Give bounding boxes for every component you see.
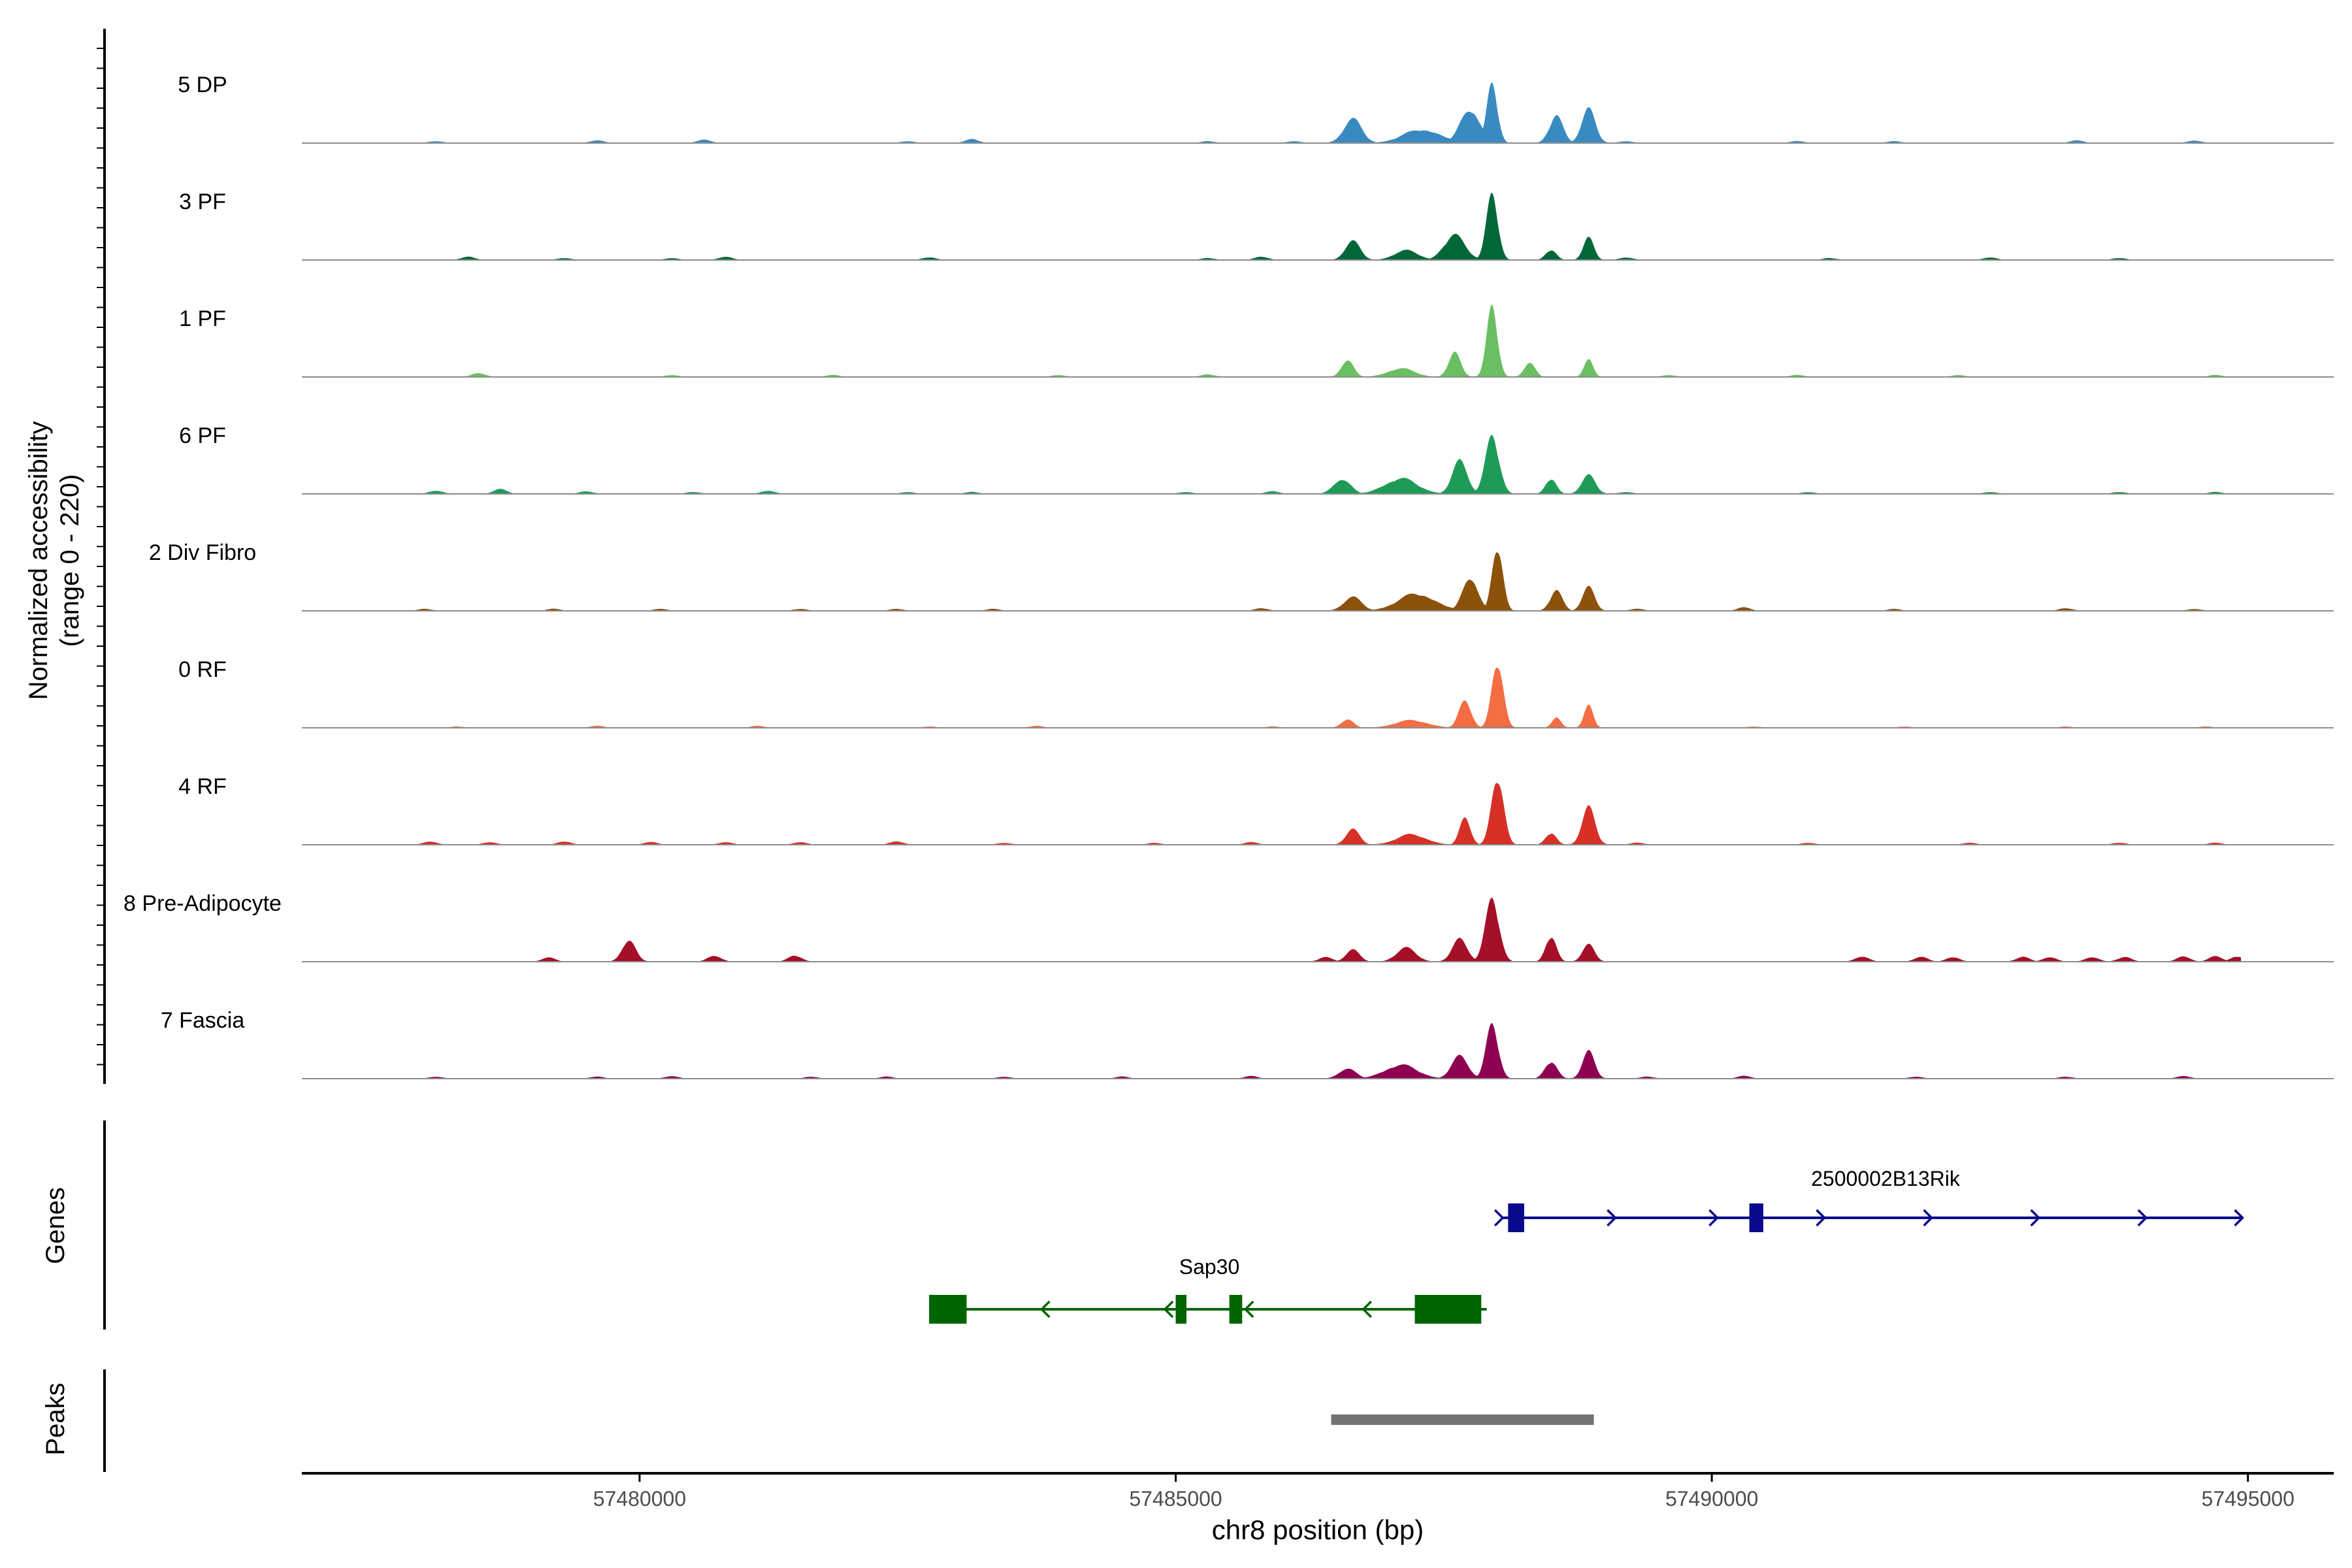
track-label: 4 RF [178,774,227,799]
strand-arrow [2137,1209,2148,1227]
strand-arrow [1163,1300,1174,1318]
strand-arrow [1243,1300,1254,1318]
strand-arrow [2030,1209,2041,1227]
track-0-rf: 0 RF [178,657,2334,728]
x-axis-label: chr8 position (bp) [1212,1514,1424,1545]
track-1-pf: 1 PF [179,304,2334,378]
genes-panel-label: Genes [41,1187,70,1264]
track-5-dp: 5 DP [178,73,2334,144]
peak-region [1331,1414,1594,1425]
track-area [302,898,2241,962]
exon [1749,1203,1763,1232]
x-tick-label: 57490000 [1665,1487,1758,1511]
exon [929,1295,967,1324]
track-8-pre-adipocyte: 8 Pre-Adipocyte [123,891,2334,962]
x-tick-label: 57480000 [593,1487,686,1511]
exon [1508,1203,1524,1232]
track-area [302,552,2241,611]
track-3-pf: 3 PF [179,189,2334,261]
track-label: 6 PF [179,423,226,448]
track-area [302,667,2241,728]
y-axis-label-line2: (range 0 - 220) [56,474,84,647]
gene-2500002b13rik: 2500002B13Rik [1494,1167,2244,1232]
gene-sap30: Sap30 [929,1255,1487,1324]
track-label: 7 Fascia [161,1008,245,1033]
track-label: 2 Div Fibro [149,540,256,565]
track-area [302,304,2241,377]
track-label: 5 DP [178,73,227,97]
track-label: 3 PF [179,189,226,214]
x-tick-label: 57485000 [1129,1487,1222,1511]
strand-arrow [1362,1300,1372,1318]
strand-arrow [1494,1209,1505,1227]
gene-label: 2500002B13Rik [1811,1167,1961,1190]
peaks-panel-label: Peaks [41,1382,70,1455]
strand-arrow [1923,1209,1934,1227]
exon [1414,1295,1482,1324]
track-2-div-fibro: 2 Div Fibro [149,540,2334,612]
track-area [302,1023,2241,1079]
track-6-pf: 6 PF [179,423,2334,495]
track-area [302,783,2241,845]
coverage-tracks: 5 DP 3 PF 1 PF 6 PF 2 Div Fibro 0 RF 4 RF 8 Pre… [123,73,2334,1079]
strand-arrow [1816,1209,1826,1227]
x-tick-label: 57495000 [2202,1487,2295,1511]
strand-arrow [1708,1209,1719,1227]
gene-label: Sap30 [1179,1255,1240,1279]
exon [1229,1295,1243,1324]
exon [1175,1295,1186,1324]
strand-arrow [2234,1209,2244,1227]
track-label: 8 Pre-Adipocyte [123,891,282,916]
track-label: 0 RF [178,657,227,682]
track-label: 1 PF [179,306,226,331]
peaks-track [1331,1414,1594,1425]
track-area [302,434,2241,494]
gene-annotation-track: 2500002B13Rik Sap30 [929,1167,2244,1324]
y-axis-label-line1: Normalized accessibility [24,421,53,700]
track-area [302,82,2241,143]
strand-arrow [1607,1209,1617,1227]
axes: 57480000 57485000 57490000 57495000 [97,29,2334,1511]
track-7-fascia: 7 Fascia [161,1008,2334,1079]
track-area [302,193,2241,260]
strand-arrow [1039,1300,1051,1318]
track-4-rf: 4 RF [178,774,2334,845]
